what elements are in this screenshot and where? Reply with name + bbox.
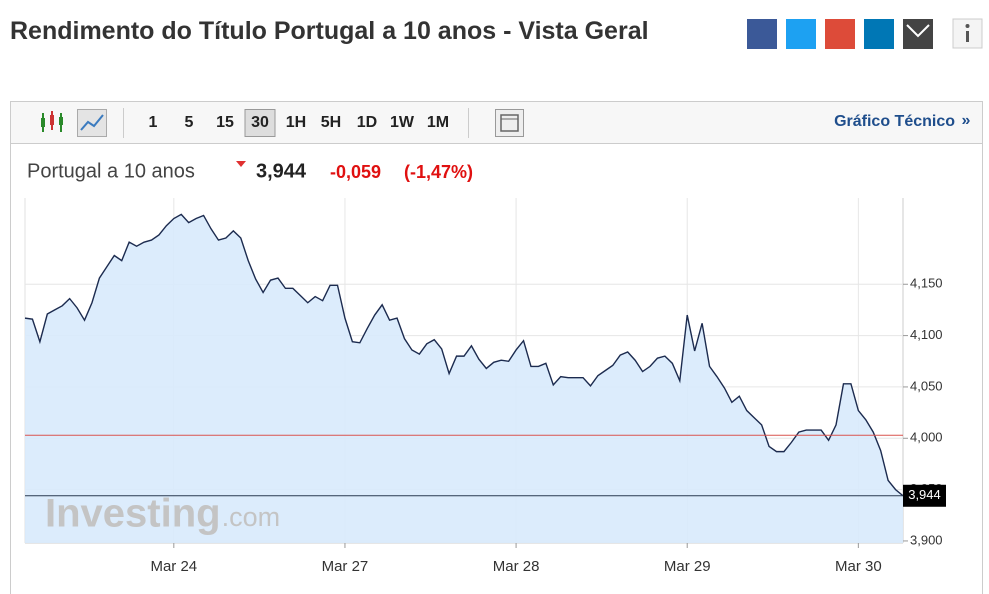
settings-glyph xyxy=(500,114,519,132)
candle-icon[interactable] xyxy=(41,111,63,132)
facebook-icon[interactable] xyxy=(747,19,777,49)
watermark: Investing xyxy=(45,492,221,536)
google-plus-icon[interactable] xyxy=(825,19,855,49)
info-glyph xyxy=(965,24,970,28)
last-price-label: 3,944 xyxy=(908,487,941,502)
period-button[interactable]: 1M xyxy=(427,114,449,131)
y-tick-label: 4,000 xyxy=(910,430,943,445)
period-button[interactable]: 15 xyxy=(216,114,234,131)
email-icon[interactable] xyxy=(903,19,933,49)
line-chart-icon[interactable] xyxy=(77,109,107,137)
email-glyph xyxy=(906,24,930,38)
line-chart-glyph xyxy=(80,114,104,131)
down-indicator xyxy=(236,161,246,167)
instrument-name: Portugal a 10 anos xyxy=(27,160,195,182)
y-tick-label: 4,100 xyxy=(910,327,943,342)
period-button[interactable]: 1D xyxy=(357,114,377,131)
x-tick-label: Mar 27 xyxy=(322,558,369,575)
line xyxy=(24,213,904,497)
last-price: 3,944 xyxy=(256,160,307,182)
period-button[interactable]: 1W xyxy=(390,114,415,131)
x-tick-label: Mar 24 xyxy=(150,558,197,575)
period-button[interactable]: 1H xyxy=(286,114,306,131)
change: -0,059 xyxy=(330,162,381,182)
watermark: .com xyxy=(222,502,281,532)
period-button[interactable]: 5 xyxy=(185,114,194,131)
y-tick-label: 4,050 xyxy=(910,378,943,393)
last-price-box xyxy=(903,484,946,507)
linkedin-icon[interactable] xyxy=(864,19,894,49)
period-button[interactable]: 1 xyxy=(149,114,158,131)
twitter-icon[interactable] xyxy=(786,19,816,49)
x-tick-label: Mar 30 xyxy=(835,558,882,575)
link-arrow: » xyxy=(962,112,971,129)
period-button[interactable]: 5H xyxy=(321,114,341,131)
change-percent: (-1,47%) xyxy=(404,162,473,182)
y-tick-label: 4,150 xyxy=(910,276,943,291)
technical-link[interactable]: Gráfico Técnico xyxy=(834,113,955,130)
info-glyph xyxy=(966,31,969,42)
settings-icon[interactable] xyxy=(495,109,524,137)
page-title: Rendimento do Título Portugal a 10 anos … xyxy=(10,17,649,45)
y-tick-label: 3,900 xyxy=(910,532,943,547)
period-selected xyxy=(244,109,276,137)
x-tick-label: Mar 29 xyxy=(664,558,711,575)
area xyxy=(25,214,903,543)
x-tick-label: Mar 28 xyxy=(493,558,540,575)
period-button[interactable]: 30 xyxy=(251,114,269,131)
